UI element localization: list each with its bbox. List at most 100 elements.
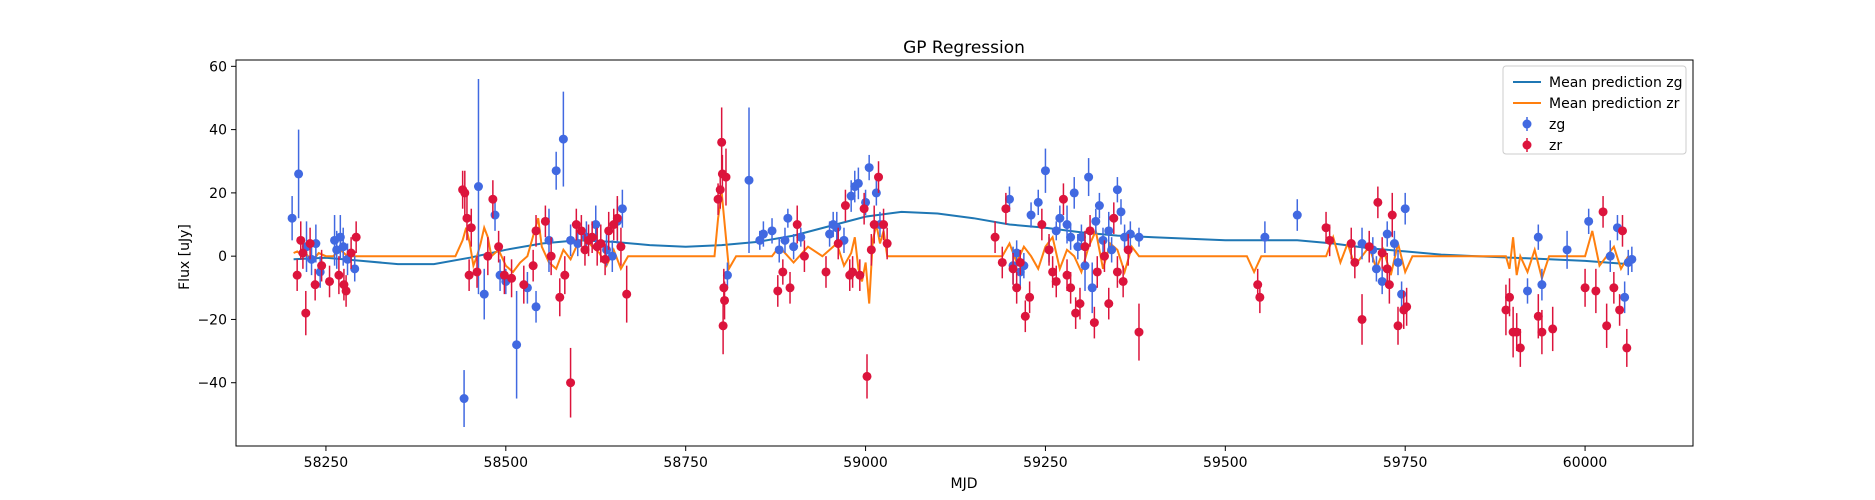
marker-zr [855,270,865,280]
x-tick-label: 59500 [1203,455,1248,471]
marker-zr [531,226,541,236]
data-point-zr [1377,237,1387,269]
marker-zg [1377,276,1387,286]
marker-zg [1026,210,1036,220]
data-point-zr [1402,287,1412,326]
marker-zr [997,257,1007,267]
y-tick-label: 40 [209,123,227,139]
data-point-zg [780,227,790,253]
legend-label: zr [1549,138,1562,154]
data-point-zr [1075,287,1085,320]
marker-zr [1020,311,1030,321]
marker-zr [298,248,308,258]
marker-zr [1075,299,1085,309]
marker-zr [1402,302,1412,312]
marker-zr [325,276,335,286]
marker-zr [576,226,586,236]
legend-entry: zg [1522,117,1565,133]
legend-label: Mean prediction zg [1549,75,1683,91]
marker-zg [1073,242,1083,252]
y-tick-label: −40 [197,376,227,392]
data-point-zg [832,211,842,244]
data-point-zr [792,205,802,244]
data-point-zr [859,192,869,225]
marker-zr [566,378,576,388]
data-point-zr [882,227,892,260]
marker-zg [1397,289,1407,299]
marker-zg [1055,213,1065,223]
data-point-zr [1085,215,1095,247]
marker-zr [859,204,869,214]
x-tick-label: 58500 [484,455,529,471]
marker-zg [1125,229,1135,239]
data-point-zg [551,151,561,190]
data-point-zg [1125,221,1135,247]
marker-zr [1255,292,1265,302]
data-point-zr [519,265,529,304]
legend-label: Mean prediction zr [1549,96,1680,112]
data-point-zr [821,256,831,288]
data-point-zr [1099,240,1109,272]
marker-zr [821,267,831,277]
marker-zr [1123,245,1133,255]
data-point-zr [555,278,565,317]
marker-zr [305,239,315,249]
data-point-zg [1292,199,1302,231]
data-point-zg [1389,230,1399,257]
data-point-zr [1058,183,1068,216]
marker-zg [846,191,856,201]
marker-zg [307,254,317,264]
data-point-zr [464,259,474,291]
marker-zr [1015,257,1025,267]
x-tick-label: 59750 [1383,455,1428,471]
data-point-zr [616,227,626,266]
marker-zr [1080,242,1090,252]
data-point-zr [879,208,889,241]
marker-zr [1501,305,1511,315]
legend-box [1502,65,1687,155]
data-point-zg [1040,148,1050,193]
marker-zr [1118,276,1128,286]
marker-zr [460,188,470,198]
legend: Mean prediction zg Mean prediction zr zg zr [1502,65,1687,155]
data-point-zr [1001,192,1011,225]
data-point-zr [587,221,597,253]
data-point-zr [1037,208,1047,241]
marker-zg [1292,210,1302,220]
data-point-zg [1260,221,1270,253]
data-point-zr [720,281,730,320]
data-point-zg [1112,177,1122,203]
y-tick-label: −20 [197,312,227,328]
data-point-zr [298,237,308,269]
marker-zg [1260,232,1270,242]
marker-zr [1008,264,1018,274]
data-point-zg [789,234,799,260]
marker-zg [1107,245,1117,255]
data-point-zg [294,129,304,219]
marker-zr [799,251,809,261]
marker-zr [1598,207,1608,217]
data-point-zg [573,230,583,257]
data-point-zg [558,91,568,187]
data-point-zr [305,227,315,260]
marker-zr [494,242,504,252]
marker-zr [1325,235,1335,245]
marker-zr [1384,280,1394,290]
marker-zg [1104,226,1114,236]
marker-zg [783,213,793,223]
marker-zg [459,394,469,404]
data-point-zg [1562,230,1572,269]
data-point-zg [607,240,617,272]
marker-zg [767,226,777,236]
marker-zr [1346,239,1356,249]
data-point-zr [1092,256,1102,288]
data-point-zg [1357,227,1367,260]
marker-zr [1505,292,1515,302]
marker-zr [1602,321,1612,331]
x-tick-label: 60000 [1563,455,1608,471]
x-tick-label: 59000 [843,455,888,471]
data-point-zr [600,243,610,276]
data-point-zg [744,107,754,253]
marker-zr [713,194,723,204]
